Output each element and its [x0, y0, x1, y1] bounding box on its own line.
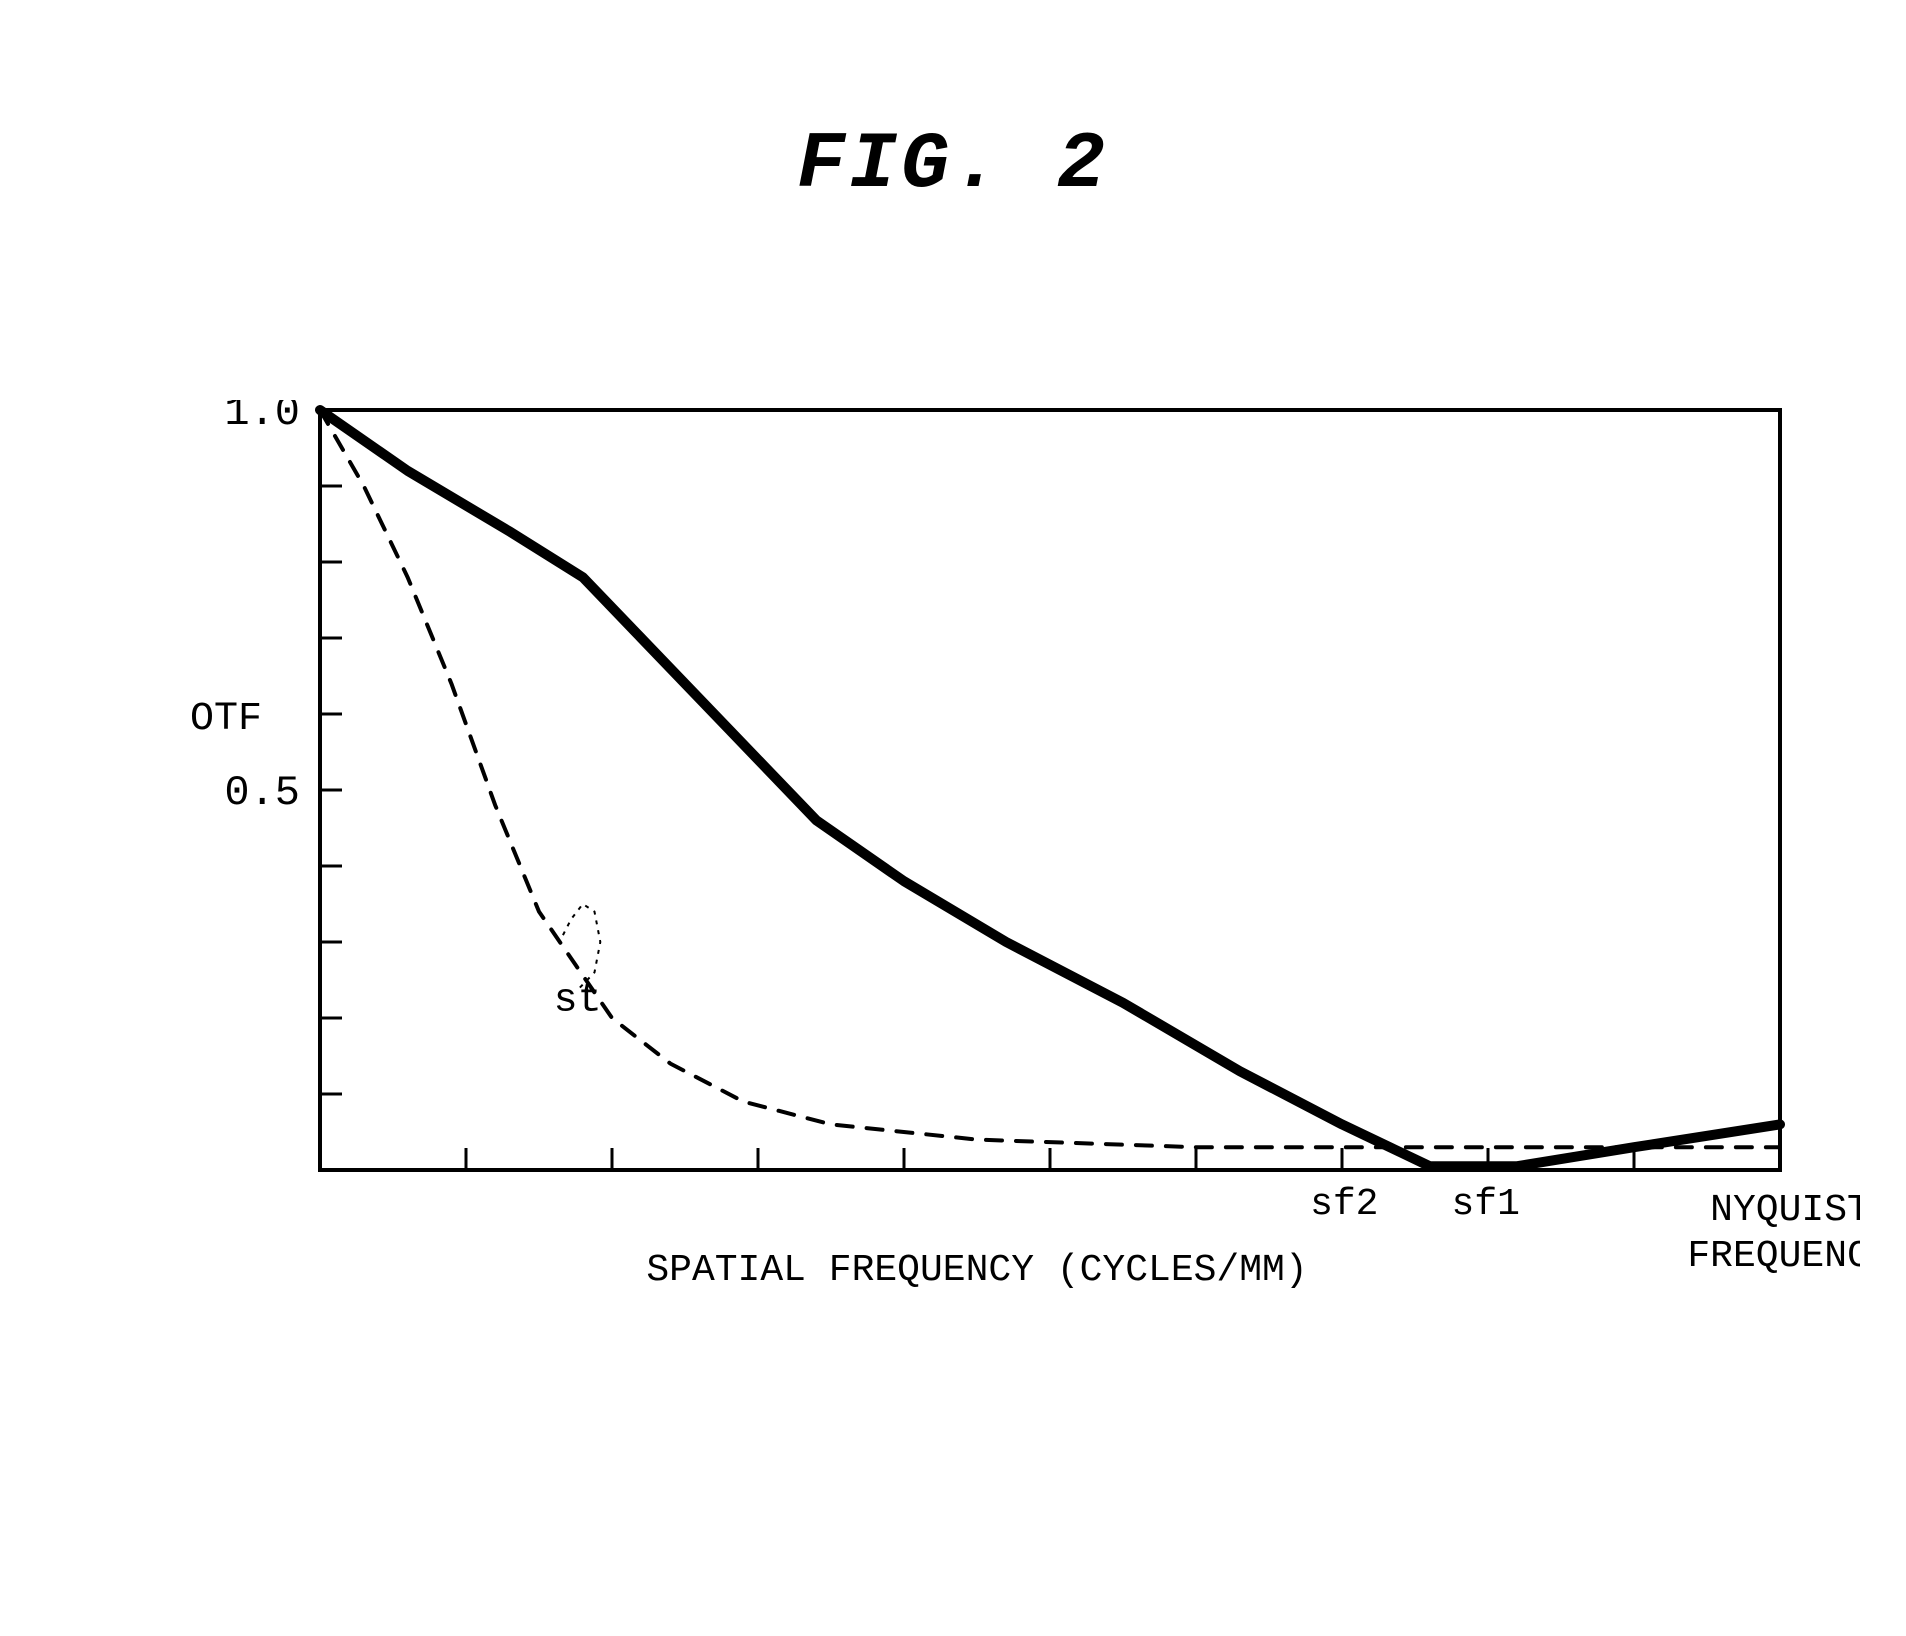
x-marker-sf2: sf2 — [1310, 1183, 1378, 1226]
annotation-st-label: st — [554, 978, 602, 1023]
figure-container: FIG. 2 1.0 0.5 OTF sf2 sf1 SPATIAL FREQUENCY … — [0, 0, 1906, 1636]
y-tick-label: 0.5 — [224, 769, 300, 817]
series-dashed — [320, 410, 1780, 1147]
nyquist-label-line1: NYQUIST — [1710, 1189, 1860, 1232]
annotation-st-leader — [559, 904, 600, 988]
x-axis-label: SPATIAL FREQUENCY (CYCLES/MM) — [646, 1249, 1307, 1292]
nyquist-label-line2: FREQUENCY — [1687, 1235, 1860, 1278]
plot-border — [320, 410, 1780, 1170]
series-solid — [320, 410, 1780, 1166]
figure-title: FIG. 2 — [0, 120, 1906, 211]
y-tick-label: 1.0 — [224, 400, 300, 437]
y-axis-label: OTF — [190, 697, 262, 742]
otf-chart: 1.0 0.5 OTF sf2 sf1 SPATIAL FREQUENCY (CYCLES… — [160, 400, 1860, 1380]
x-marker-sf1: sf1 — [1452, 1183, 1520, 1226]
